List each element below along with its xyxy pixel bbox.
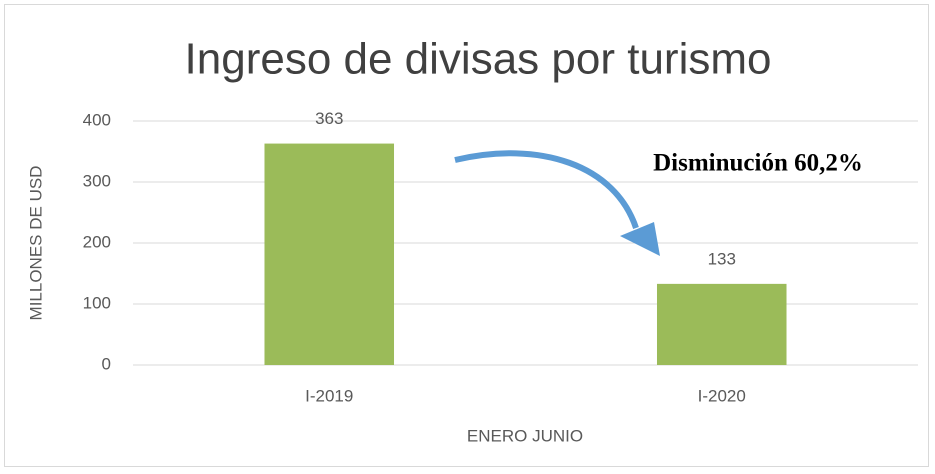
chart-border [4, 4, 929, 467]
value-label: 133 [708, 249, 736, 268]
y-axis-label: MILLONES DE USD [26, 166, 45, 321]
chart-title: Ingreso de divisas por turismo [185, 35, 772, 84]
x-tick-label: I-2020 [698, 386, 746, 405]
bar [656, 283, 787, 365]
y-tick-label: 0 [102, 354, 111, 373]
plot: 0 100 200 300 400 I-2019 363 I-2020 133 [83, 109, 918, 405]
y-tick-label: 200 [83, 232, 111, 251]
arrow [454, 150, 639, 229]
arrow-head [620, 222, 660, 256]
y-tick-label: 100 [83, 293, 111, 312]
value-label: 363 [315, 109, 343, 128]
x-axis-label: ENERO JUNIO [467, 426, 583, 445]
annotation: Disminución 60,2% [653, 150, 863, 177]
bar [264, 143, 395, 365]
y-tick-label: 400 [83, 110, 111, 129]
x-tick-label: I-2019 [305, 386, 353, 405]
y-tick-label: 300 [83, 171, 111, 190]
